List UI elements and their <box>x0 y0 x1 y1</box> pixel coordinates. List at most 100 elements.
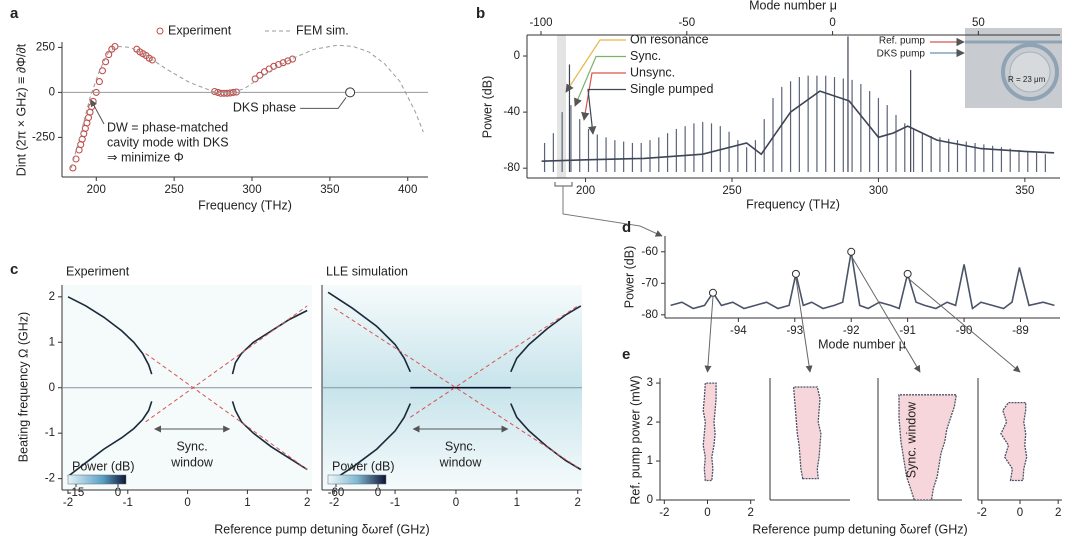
y-axis-label: Power (dB) <box>480 76 494 139</box>
x-tick-label: -93 <box>786 325 803 337</box>
annotation: window <box>170 455 214 469</box>
x-tick-label: 0 <box>453 497 459 509</box>
x-tick-label: 1 <box>244 497 250 509</box>
y-tick-label: 1 <box>49 336 55 348</box>
data-line <box>70 44 424 169</box>
annotation: DW = phase-matched <box>107 120 228 134</box>
sync-region <box>702 382 717 482</box>
data-line <box>410 305 578 418</box>
data-point <box>95 78 103 86</box>
annotation: Sync. <box>176 439 207 453</box>
colorbar-tick-label: -60 <box>328 487 345 499</box>
x-axis-label: Frequency (THz) <box>746 197 840 211</box>
data-line <box>231 309 308 375</box>
x-tick-label: 200 <box>87 184 106 196</box>
legend-label: Sync. <box>630 49 661 63</box>
y-tick-label: 0 <box>647 494 653 506</box>
legend-leader <box>574 55 626 107</box>
data-line <box>510 305 582 373</box>
x-tick-label: 250 <box>722 185 741 197</box>
link-arrow <box>795 277 813 373</box>
data-point <box>288 55 297 63</box>
data-line <box>541 90 1055 162</box>
x2-axis-label: Mode number μ <box>749 0 837 12</box>
y-tick-label: -80 <box>503 162 520 174</box>
x-tick-label: 1 <box>514 497 520 509</box>
x-tick-label: 200 <box>576 185 595 197</box>
y-axis-label: Ref. pump power (mW) <box>628 375 642 504</box>
y-tick-label: -60 <box>641 246 658 258</box>
data-point <box>279 59 287 67</box>
x-tick-label: 400 <box>398 184 417 196</box>
x-tick-label: -2 <box>63 497 73 509</box>
peak-marker <box>708 288 717 297</box>
y-axis-label: Power (dB) <box>622 246 636 309</box>
data-point <box>72 155 80 163</box>
highlight-band <box>557 35 566 178</box>
legend-label: FEM sim. <box>296 23 349 37</box>
data-point <box>211 87 219 96</box>
bracket <box>554 182 573 187</box>
inset-label: DKS pump <box>877 49 926 60</box>
data-line <box>510 403 582 471</box>
data-point <box>69 164 77 172</box>
legend-marker <box>156 27 164 35</box>
leader <box>300 97 347 109</box>
data-line <box>145 305 308 423</box>
y-tick-label: 3 <box>647 377 653 389</box>
legend-leader <box>587 88 626 135</box>
annotation: Sync. window <box>904 401 918 478</box>
panel-letter: e <box>622 346 630 363</box>
data-line <box>231 401 308 471</box>
y-axis-label: Beating frequency Ω (GHz) <box>16 312 30 462</box>
peak-marker <box>847 247 856 256</box>
sync-region <box>1000 401 1028 482</box>
x-tick-label: 2 <box>1055 507 1061 519</box>
x-tick-label: -90 <box>956 325 973 337</box>
y-tick-label: -250 <box>32 131 55 143</box>
x-tick-label: 2 <box>747 507 753 519</box>
y-tick-label: 0 <box>49 86 55 98</box>
inset-label: R = 23 μm <box>1008 75 1046 84</box>
marker <box>345 87 356 98</box>
y-tick-label: -1 <box>45 427 55 439</box>
panel-letter: a <box>10 5 19 22</box>
data-point <box>148 56 156 64</box>
x2-tick-label: 50 <box>972 17 985 29</box>
link-arrow <box>704 296 714 373</box>
data-line <box>67 296 153 375</box>
y-tick-label: 1 <box>647 455 653 467</box>
data-point <box>270 62 278 70</box>
data-point <box>98 67 107 75</box>
y-axis-label: Dint (2π × GHz) ≡ ∂Φ/∂t <box>14 43 28 176</box>
x-tick-label: 0 <box>184 497 190 509</box>
data-point <box>284 57 292 65</box>
x-axis-label: Reference pump detuning δωref (GHz) <box>214 522 429 536</box>
ring <box>1009 51 1051 93</box>
y-tick-label: 2 <box>647 416 653 428</box>
x-tick-label: 2 <box>575 497 581 509</box>
data-line <box>327 291 412 373</box>
y-tick-label: 0 <box>49 382 55 394</box>
legend-leader <box>565 39 626 93</box>
data-line <box>145 353 308 470</box>
data-point <box>102 58 110 66</box>
annotation: window <box>439 455 483 469</box>
legend-label: Single pumped <box>630 82 713 96</box>
colorbar-label: Power (dB) <box>332 459 395 473</box>
x-tick-label: -94 <box>730 325 747 337</box>
legend-label: Experiment <box>168 23 232 37</box>
colorbar-tick-label: 0 <box>115 487 121 499</box>
link-arrow <box>907 277 1021 373</box>
sync-region <box>792 386 822 480</box>
annotation: ⇒ minimize Φ <box>107 150 184 164</box>
x2-tick-label: 0 <box>829 17 835 29</box>
link-arrow <box>850 255 921 373</box>
y-tick-label: -40 <box>503 106 520 118</box>
annotation: cavity mode with DKS <box>107 135 229 149</box>
x-axis-label: Reference pump detuning δωref (GHz) <box>752 522 967 536</box>
x-tick-label: -92 <box>843 325 860 337</box>
x2-tick-label: -100 <box>529 17 552 29</box>
legend-label: Unsync. <box>630 65 675 79</box>
